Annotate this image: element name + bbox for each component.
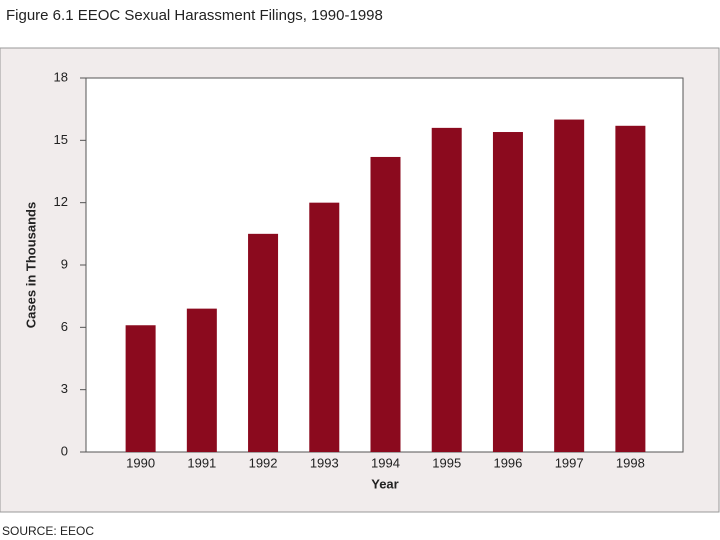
y-axis-label: Cases in Thousands <box>23 202 38 328</box>
y-tick-label: 0 <box>61 443 68 458</box>
bar <box>186 308 217 452</box>
y-tick-label: 3 <box>61 381 68 396</box>
x-tick-label: 1995 <box>432 455 461 470</box>
bar <box>431 127 462 452</box>
bar <box>615 125 646 453</box>
x-tick-label: 1998 <box>616 455 645 470</box>
x-tick-label: 1997 <box>555 455 584 470</box>
chart-title: Figure 6.1 EEOC Sexual Harassment Filing… <box>6 7 383 24</box>
x-tick-label: 1990 <box>126 455 155 470</box>
bar <box>309 202 340 452</box>
x-tick-label: 1991 <box>187 455 216 470</box>
bar <box>125 325 156 452</box>
source-note: SOURCE: EEOC <box>2 524 94 538</box>
x-axis-label: Year <box>371 476 398 491</box>
y-tick-label: 15 <box>54 132 68 147</box>
x-tick-label: 1994 <box>371 455 400 470</box>
y-tick-label: 6 <box>61 319 68 334</box>
x-tick-label: 1996 <box>493 455 522 470</box>
bar <box>492 132 523 452</box>
bar <box>248 233 279 452</box>
y-tick-label: 9 <box>61 256 68 271</box>
x-tick-label: 1992 <box>249 455 278 470</box>
y-tick-label: 12 <box>54 194 68 209</box>
y-tick-label: 18 <box>54 69 68 84</box>
bar <box>370 156 401 452</box>
x-tick-label: 1993 <box>310 455 339 470</box>
bar <box>554 119 585 453</box>
